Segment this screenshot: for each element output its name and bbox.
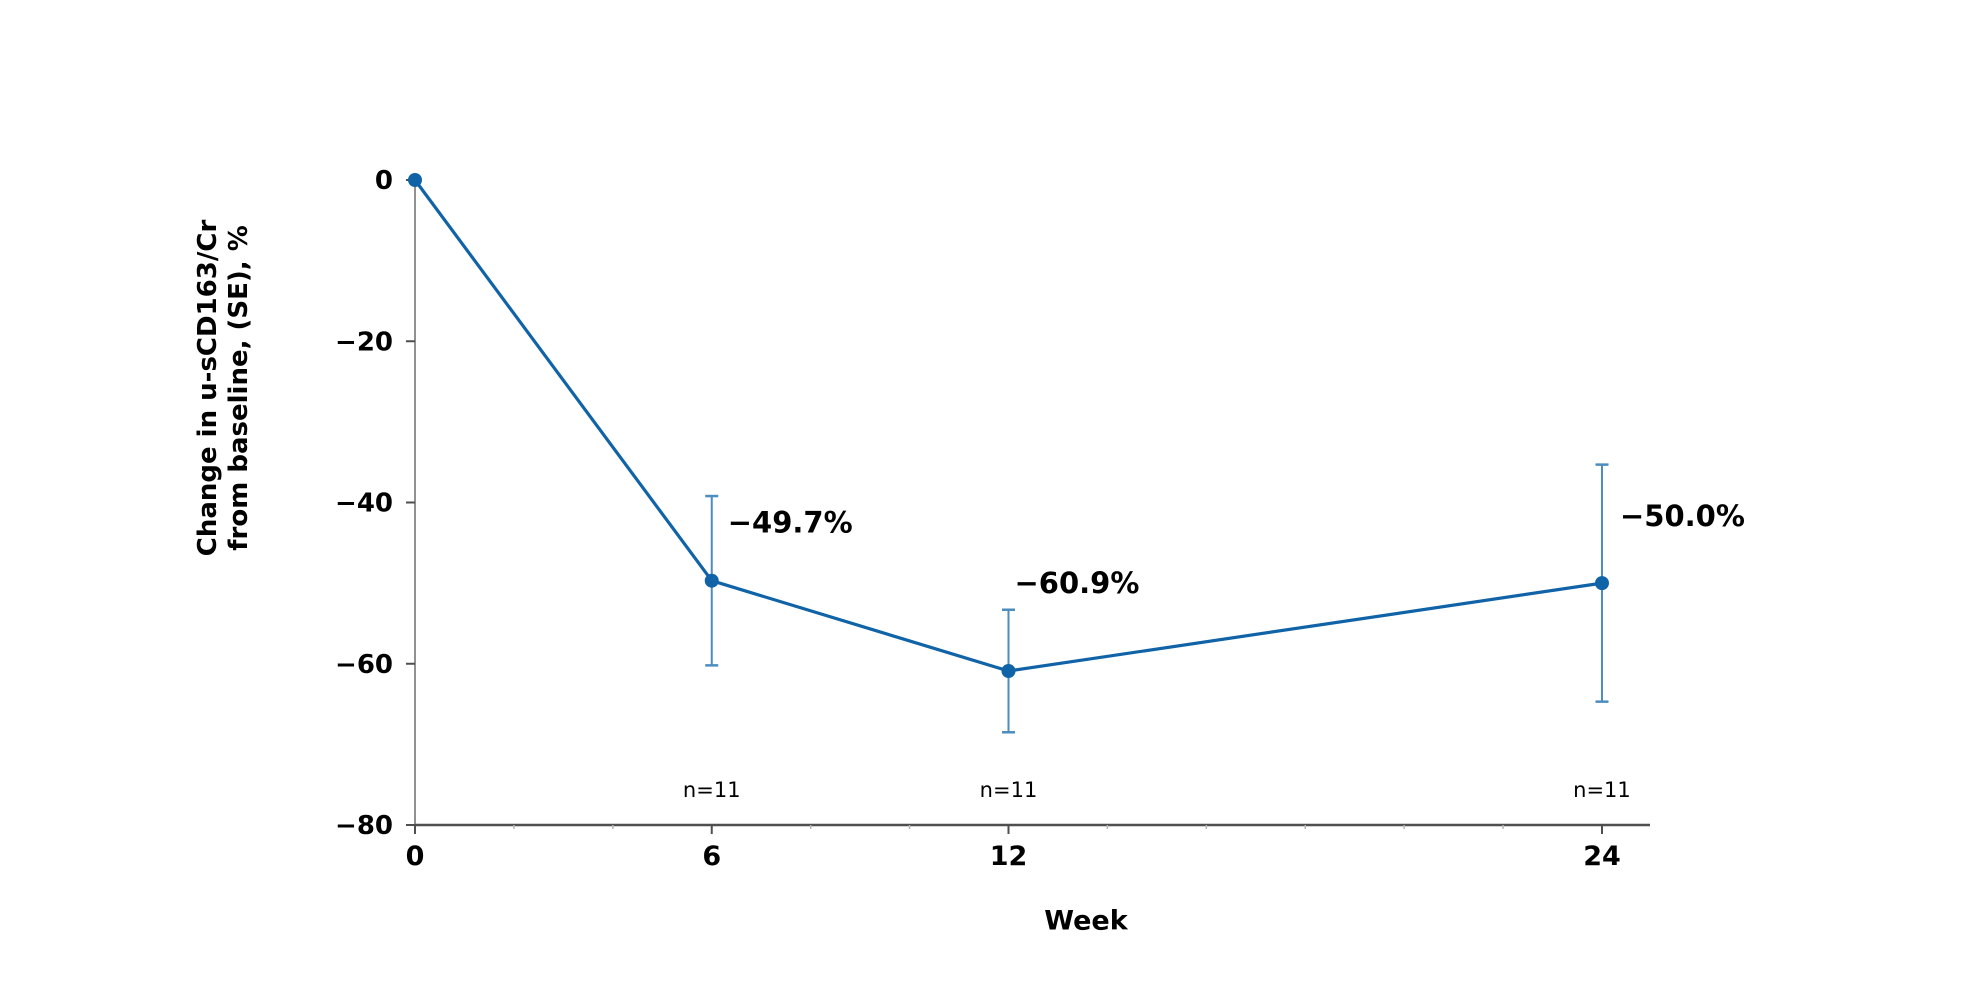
data-point <box>704 573 719 588</box>
data-point <box>408 173 422 187</box>
y-axis-label-line1: Change in u-sCD163/Cr <box>192 219 223 557</box>
point-value-label: −49.7% <box>728 506 853 540</box>
x-tick-label: 0 <box>406 841 425 872</box>
x-tick-label: 6 <box>702 841 721 872</box>
data-point <box>1594 576 1609 591</box>
y-tick-label: −40 <box>335 489 393 519</box>
data-point <box>1001 664 1016 679</box>
point-value-label: −50.0% <box>1620 499 1745 533</box>
x-axis-label: Week <box>1044 905 1128 937</box>
x-tick-label: 12 <box>990 841 1028 872</box>
y-tick-label: −60 <box>335 650 393 680</box>
y-tick-label: −20 <box>335 327 393 357</box>
y-tick-label: −80 <box>335 811 393 841</box>
y-axis-label: Change in u-sCD163/Cr from baseline, (SE… <box>193 220 255 557</box>
point-value-label: −60.9% <box>1014 566 1139 600</box>
sample-size-label: n=11 <box>980 778 1038 802</box>
sample-size-label: n=11 <box>683 778 741 802</box>
series-line <box>413 179 1603 673</box>
y-axis-label-line2: from baseline, (SE), % <box>224 225 254 551</box>
x-tick-label: 24 <box>1583 841 1621 872</box>
sample-size-label: n=11 <box>1573 778 1631 802</box>
y-tick-label: 0 <box>375 166 393 196</box>
